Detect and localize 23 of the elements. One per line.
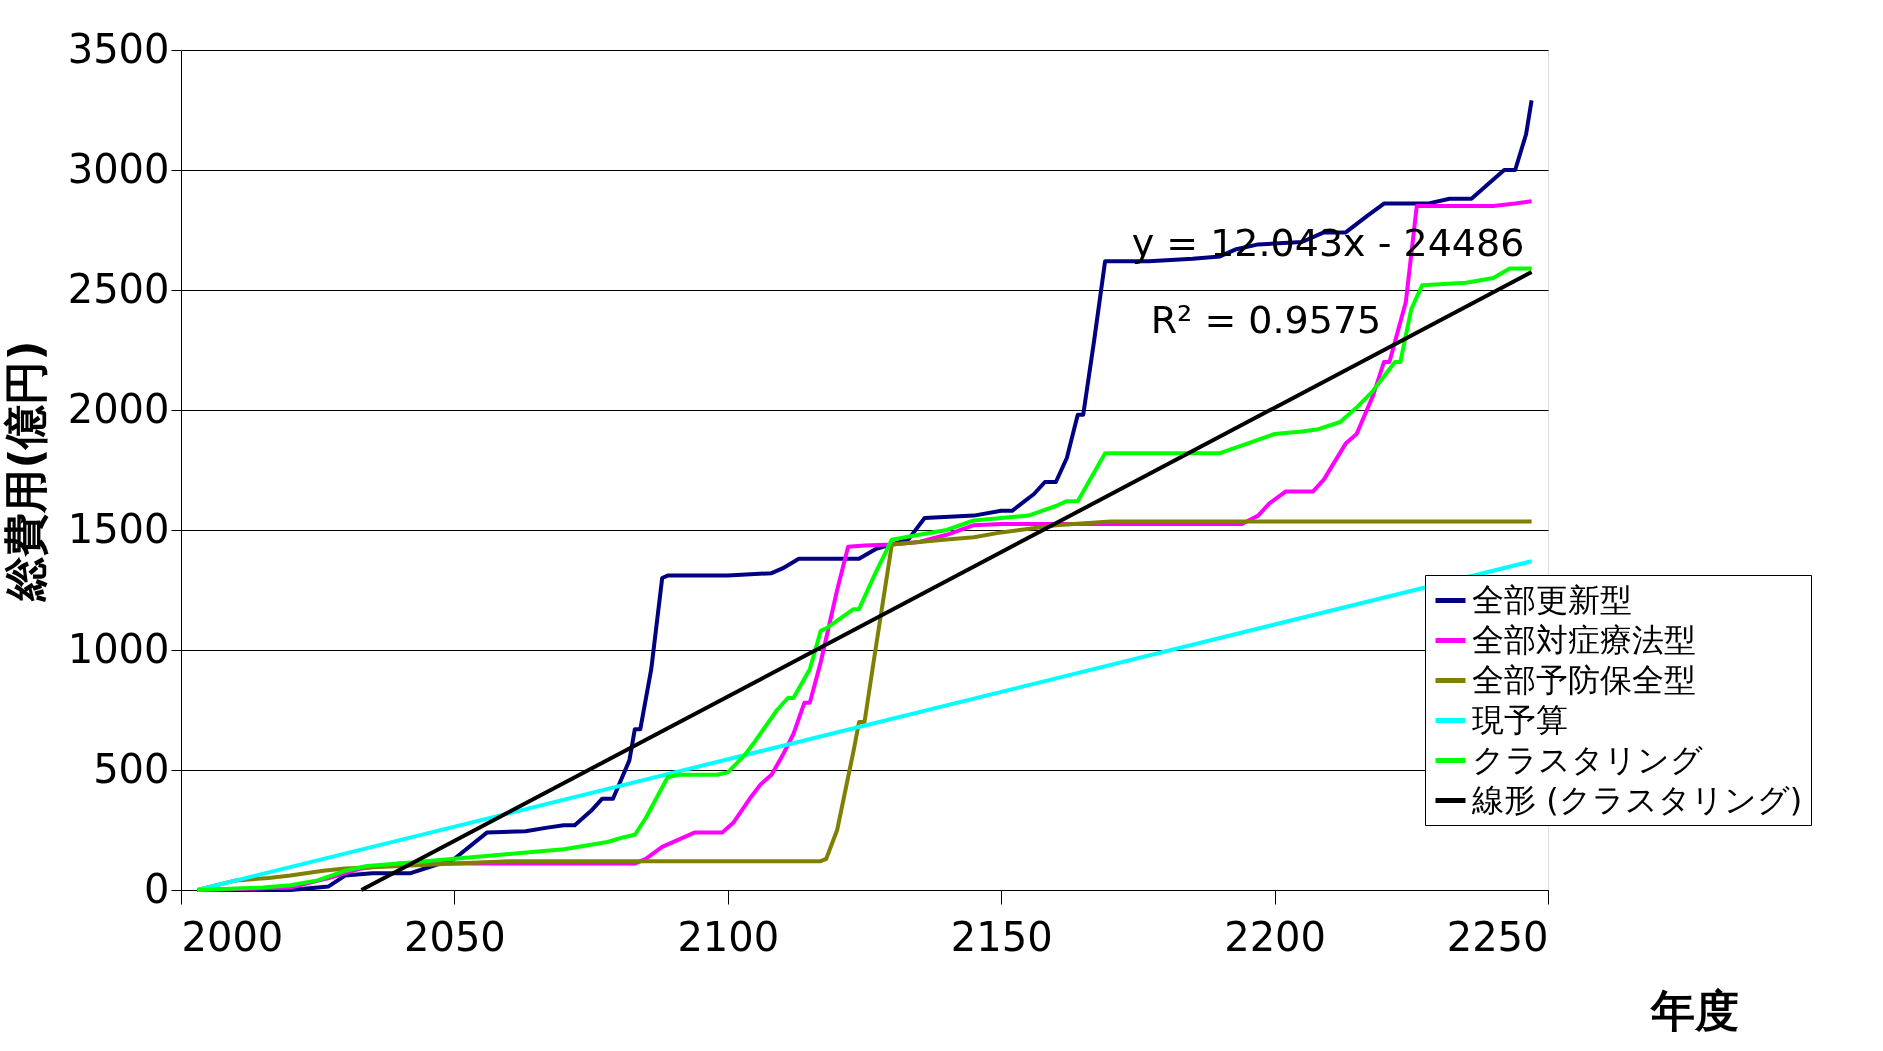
x-tick-label: 2200 (1224, 913, 1326, 960)
y-tick-label: 1000 (67, 625, 170, 672)
x-tick-label: 2250 (1446, 913, 1549, 960)
x-tick-label: 2050 (404, 913, 506, 960)
y-tick-label: 3500 (67, 25, 170, 72)
legend-label: 線形 (クラスタリング) (1471, 780, 1803, 819)
legend-label: 全部予防保全型 (1472, 660, 1696, 699)
legend-label: 全部対症療法型 (1472, 620, 1696, 659)
legend-label: クラスタリング (1472, 740, 1703, 779)
y-tick-label: 3000 (67, 145, 170, 192)
y-tick-label: 2000 (67, 385, 170, 432)
x-tick-label: 2150 (950, 913, 1053, 960)
y-tick-label: 2500 (67, 265, 170, 312)
y-tick-label: 500 (93, 745, 170, 792)
y-tick-label: 1500 (67, 505, 170, 552)
annotation: R² = 0.9575 (1150, 298, 1382, 342)
legend-label: 現予算 (1472, 700, 1568, 739)
x-tick-label: 2000 (181, 913, 284, 960)
y-tick-label: 0 (144, 865, 170, 912)
x-tick-label: 2100 (677, 913, 780, 960)
legend-label: 全部更新型 (1472, 580, 1632, 619)
x-axis-title: 年度 (1649, 984, 1739, 1036)
y-axis-title: 総費用(億円) (0, 340, 51, 603)
